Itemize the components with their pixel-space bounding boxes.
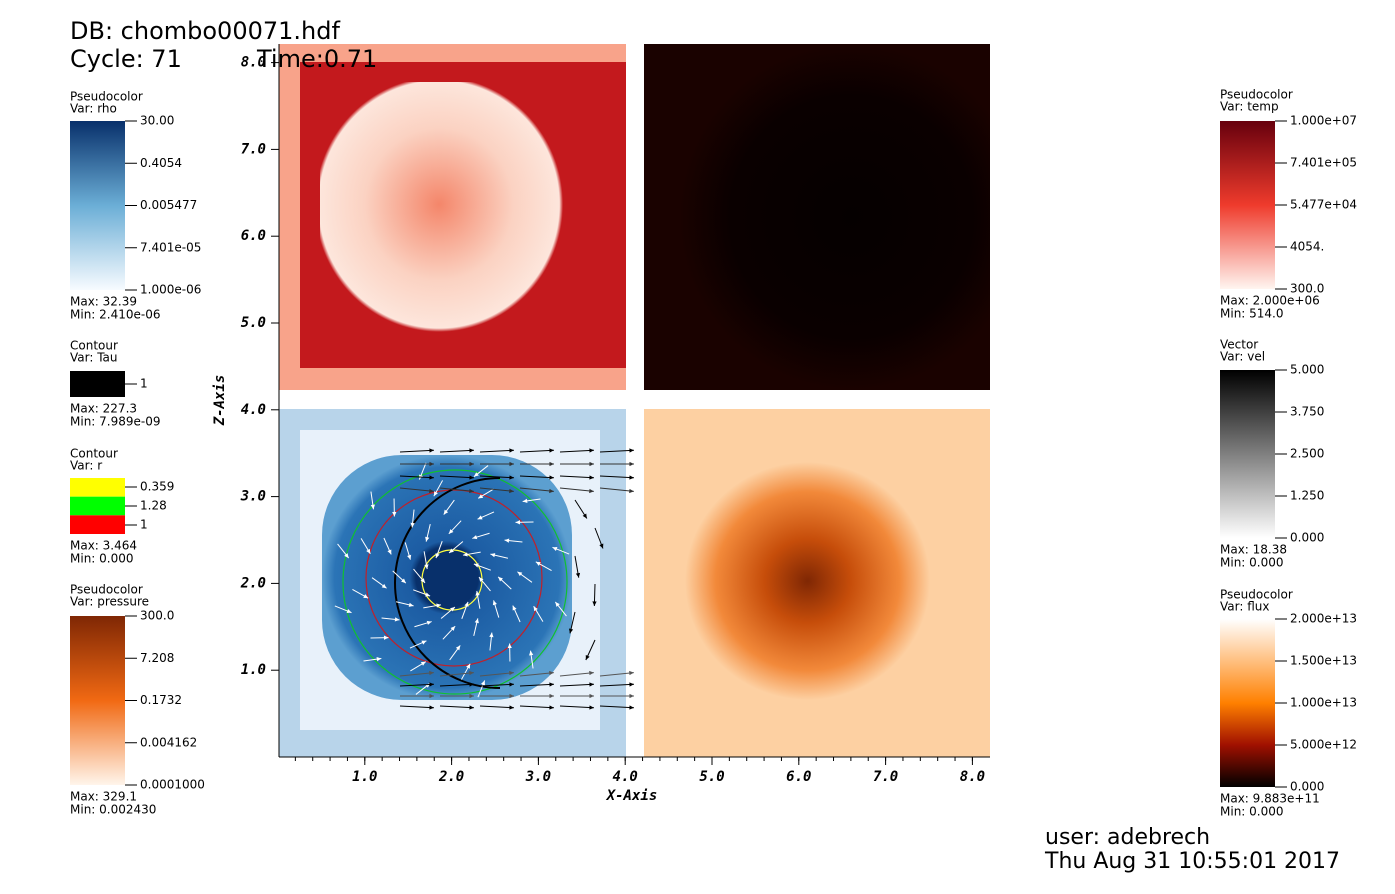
legend-max: Max: 227.3 xyxy=(70,402,137,416)
legend-tick-label: 1.000e+07 xyxy=(1290,114,1357,128)
y-tick-label: 6.0 xyxy=(241,228,266,244)
cycle: Cycle: 71 xyxy=(70,45,182,73)
legend-max: Max: 3.464 xyxy=(70,539,137,553)
legend-colorbar xyxy=(1220,619,1275,787)
y-tick-label: 3.0 xyxy=(240,489,266,505)
x-tick-label: 1.0 xyxy=(352,769,377,785)
db-name: DB: chombo00071.hdf xyxy=(70,17,340,45)
legend-colorbar xyxy=(70,121,125,290)
density-blob xyxy=(320,82,568,337)
legend-tick-label: 1.28 xyxy=(140,499,167,513)
legend-max: Max: 2.000e+06 xyxy=(1220,294,1320,308)
legend-tick-label: 0.005477 xyxy=(140,198,197,212)
panel-temp xyxy=(644,44,990,390)
legend-tick-label: 1.500e+13 xyxy=(1290,654,1357,668)
legend-tick-label: 0.0001000 xyxy=(140,778,205,792)
y-tick-label: 4.0 xyxy=(241,402,266,418)
x-tick-label: 8.0 xyxy=(960,769,985,785)
x-tick-label: 3.0 xyxy=(525,769,551,785)
y-tick-label: 5.0 xyxy=(241,315,266,331)
vector-head xyxy=(629,475,634,479)
y-tick-label: 8.0 xyxy=(241,55,266,71)
legend-tick-label: 5.477e+04 xyxy=(1290,198,1357,212)
vector-head xyxy=(629,682,634,686)
legend-tick-label: 0.4054 xyxy=(140,156,182,170)
legend-tick-label: 30.00 xyxy=(140,114,174,128)
date: Thu Aug 31 10:55:01 2017 xyxy=(1044,849,1340,874)
legend-max: Max: 9.883e+11 xyxy=(1220,792,1320,806)
legend-band xyxy=(70,478,125,497)
legend-tick-label: 1.000e-06 xyxy=(140,283,201,297)
y-tick-label: 7.0 xyxy=(241,141,266,157)
legend-var: Var: Tau xyxy=(70,351,118,365)
legend-colorbar xyxy=(1220,370,1275,538)
y-axis-label: Z-Axis xyxy=(212,375,228,427)
x-tick-label: 5.0 xyxy=(699,769,724,785)
legend-min: Min: 0.002430 xyxy=(70,803,156,817)
legend-tick-label: 0.000 xyxy=(1290,531,1324,545)
y-tick-label: 2.0 xyxy=(240,575,266,591)
legend-tick-label: 2.500 xyxy=(1290,447,1324,461)
legend-tick-label: 0.1732 xyxy=(140,693,182,707)
legend-band xyxy=(70,515,125,534)
vector-head xyxy=(629,448,634,452)
legend-tick-label: 3.750 xyxy=(1290,405,1324,419)
legend-tick-label: 5.000 xyxy=(1290,363,1324,377)
legend-tick-label: 1.000e+13 xyxy=(1290,696,1357,710)
legend-tick-label: 4054. xyxy=(1290,240,1324,254)
pressure-blob xyxy=(685,462,930,700)
x-tick-label: 4.0 xyxy=(613,769,638,785)
legend-max: Max: 18.38 xyxy=(1220,543,1287,557)
legend-tick-label: 300.0 xyxy=(140,609,174,623)
vector-head xyxy=(629,694,634,698)
legend-tick-label: 5.000e+12 xyxy=(1290,738,1357,752)
x-tick-label: 6.0 xyxy=(786,769,811,785)
y-tick-label: 1.0 xyxy=(241,662,266,678)
legend-band xyxy=(70,497,125,516)
legend-tick-label: 1.250 xyxy=(1290,489,1324,503)
legend-colorbar xyxy=(1220,121,1275,289)
legend-max: Max: 329.1 xyxy=(70,790,137,804)
legend-tick-label: 2.000e+13 xyxy=(1290,612,1357,626)
legend-colorbar xyxy=(70,371,125,397)
legend-tick-label: 7.208 xyxy=(140,651,174,665)
legend-tick-label: 1 xyxy=(140,377,148,391)
legend-max: Max: 32.39 xyxy=(70,295,137,309)
legend-min: Min: 0.000 xyxy=(1220,805,1284,819)
legend-tick-label: 7.401e-05 xyxy=(140,240,201,254)
legend-var: Var: pressure xyxy=(70,595,149,609)
legend-min: Min: 7.989e-09 xyxy=(70,415,161,429)
x-tick-label: 2.0 xyxy=(438,769,464,785)
legend-tick-label: 7.401e+05 xyxy=(1290,156,1357,170)
legend-tick-label: 1 xyxy=(140,518,148,532)
vector-head xyxy=(629,462,634,466)
legend-tick-label: 0.359 xyxy=(140,480,174,494)
x-axis-label: X-Axis xyxy=(606,788,658,804)
legend-colorbar xyxy=(70,616,125,785)
legend-min: Min: 0.000 xyxy=(1220,556,1284,570)
legend-var: Var: flux xyxy=(1220,600,1269,614)
legend-var: Var: r xyxy=(70,459,102,473)
legend-var: Var: vel xyxy=(1220,350,1265,364)
legend-tick-label: 0.004162 xyxy=(140,735,197,749)
legend-var: Var: temp xyxy=(1220,100,1279,114)
user: user: adebrech xyxy=(1045,825,1210,850)
legend-var: Var: rho xyxy=(70,102,117,116)
legend-min: Min: 2.410e-06 xyxy=(70,308,161,322)
legend-min: Min: 514.0 xyxy=(1220,307,1284,321)
legend-min: Min: 0.000 xyxy=(70,552,134,566)
vector-head xyxy=(629,705,634,709)
time: Time:0.71 xyxy=(256,45,377,73)
x-tick-label: 7.0 xyxy=(873,769,898,785)
